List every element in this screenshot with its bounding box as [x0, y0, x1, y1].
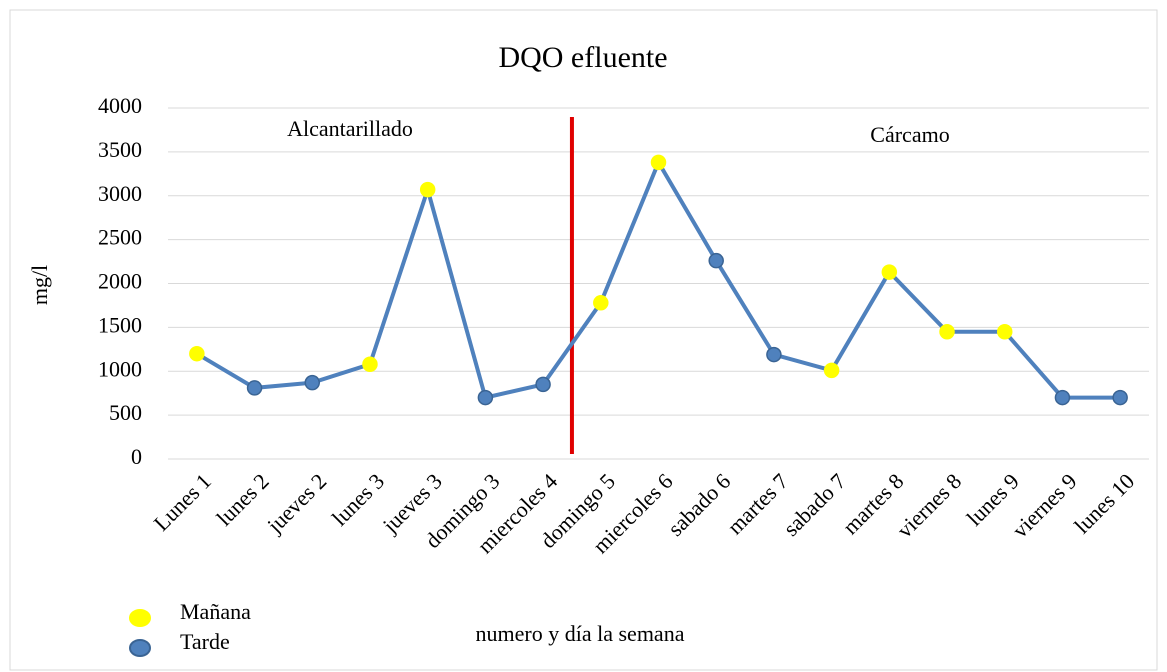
legend-label: Mañana [180, 599, 251, 624]
y-tick-label: 3500 [98, 137, 142, 162]
data-point [246, 380, 263, 396]
y-tick-label: 3000 [98, 181, 142, 206]
annotation: Alcantarillado [287, 116, 413, 141]
data-point [1112, 389, 1128, 406]
annotation: Cárcamo [870, 122, 949, 147]
y-tick-label: 1000 [98, 356, 142, 381]
data-point [189, 345, 205, 362]
y-tick-label: 2500 [98, 225, 142, 250]
data-point [650, 154, 667, 171]
data-point [881, 264, 898, 280]
y-tick-label: 1500 [98, 312, 142, 337]
data-point [1054, 389, 1071, 406]
data-point [766, 346, 782, 363]
y-tick-label: 2000 [98, 269, 142, 294]
data-point [362, 356, 378, 372]
data-point [593, 295, 609, 311]
y-tick-label: 4000 [98, 93, 142, 118]
data-point [477, 389, 494, 406]
data-point [535, 376, 551, 393]
y-tick-label: 500 [109, 400, 142, 425]
data-point [304, 374, 321, 391]
legend-marker [129, 609, 151, 627]
y-tick-label: 0 [131, 444, 142, 469]
data-point [708, 252, 724, 269]
y-axis-label: mg/l [27, 265, 52, 305]
legend-label: Tarde [180, 629, 230, 654]
data-point [939, 324, 955, 340]
data-point [823, 362, 840, 379]
legend-marker [129, 639, 151, 657]
x-axis-label: numero y día la semana [476, 621, 685, 646]
chart-border [9, 9, 1158, 671]
data-point [419, 181, 436, 198]
data-point [996, 324, 1013, 340]
chart-title: DQO efluente [498, 41, 667, 74]
